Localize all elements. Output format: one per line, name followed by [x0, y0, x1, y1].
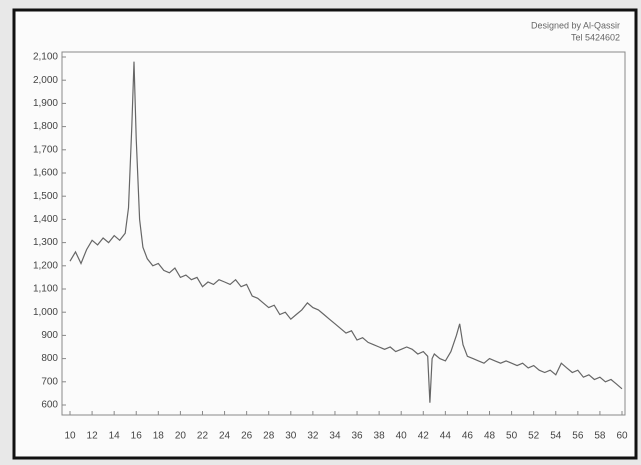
y-tick-label: 1,100: [33, 284, 58, 295]
y-tick-label: 1,300: [33, 237, 58, 248]
x-tick-label: 50: [506, 431, 518, 442]
y-tick-label: 1,600: [33, 168, 58, 179]
x-tick-label: 54: [550, 431, 562, 442]
y-tick-label: 800: [41, 353, 58, 364]
x-tick-label: 36: [351, 431, 363, 442]
x-tick-label: 40: [396, 431, 408, 442]
y-tick-label: 600: [41, 400, 58, 411]
x-tick-label: 58: [594, 431, 606, 442]
y-tick-label: 1,800: [33, 121, 58, 132]
x-tick-label: 22: [197, 431, 209, 442]
x-tick-label: 60: [616, 431, 628, 442]
y-tick-label: 1,400: [33, 214, 58, 225]
x-tick-label: 12: [87, 431, 99, 442]
plot-frame: [61, 51, 626, 416]
x-tick-label: 24: [219, 431, 231, 442]
x-tick-label: 56: [572, 431, 584, 442]
x-tick-label: 34: [329, 431, 341, 442]
x-tick-label: 16: [131, 431, 143, 442]
y-tick-label: 1,200: [33, 260, 58, 271]
y-tick-label: 900: [41, 330, 58, 341]
x-tick-label: 46: [462, 431, 474, 442]
y-tick-label: 700: [41, 376, 58, 387]
y-tick-label: 1,700: [33, 144, 58, 155]
x-tick-label: 10: [64, 431, 76, 442]
y-tick-label: 2,100: [33, 52, 58, 63]
y-tick-label: 1,900: [33, 98, 58, 109]
x-tick-label: 28: [263, 431, 275, 442]
phone-note: Tel 5424602: [571, 32, 620, 42]
y-tick-label: 1,500: [33, 191, 58, 202]
x-tick-label: 48: [484, 431, 496, 442]
x-tick-label: 44: [440, 431, 452, 442]
y-tick-label: 1,000: [33, 307, 58, 318]
x-tick-label: 32: [307, 431, 319, 442]
x-tick-label: 30: [285, 431, 297, 442]
data-line: [69, 61, 623, 403]
x-tick-label: 26: [241, 431, 253, 442]
x-tick-label: 52: [528, 431, 540, 442]
x-tick-label: 42: [418, 431, 430, 442]
page-frame: [12, 8, 638, 460]
x-tick-label: 14: [109, 431, 121, 442]
x-tick-label: 20: [175, 431, 187, 442]
x-tick-label: 18: [153, 431, 165, 442]
x-tick-label: 38: [374, 431, 386, 442]
y-tick-label: 2,000: [33, 75, 58, 86]
designer-note: Designed by Al-Qassir: [531, 20, 620, 30]
